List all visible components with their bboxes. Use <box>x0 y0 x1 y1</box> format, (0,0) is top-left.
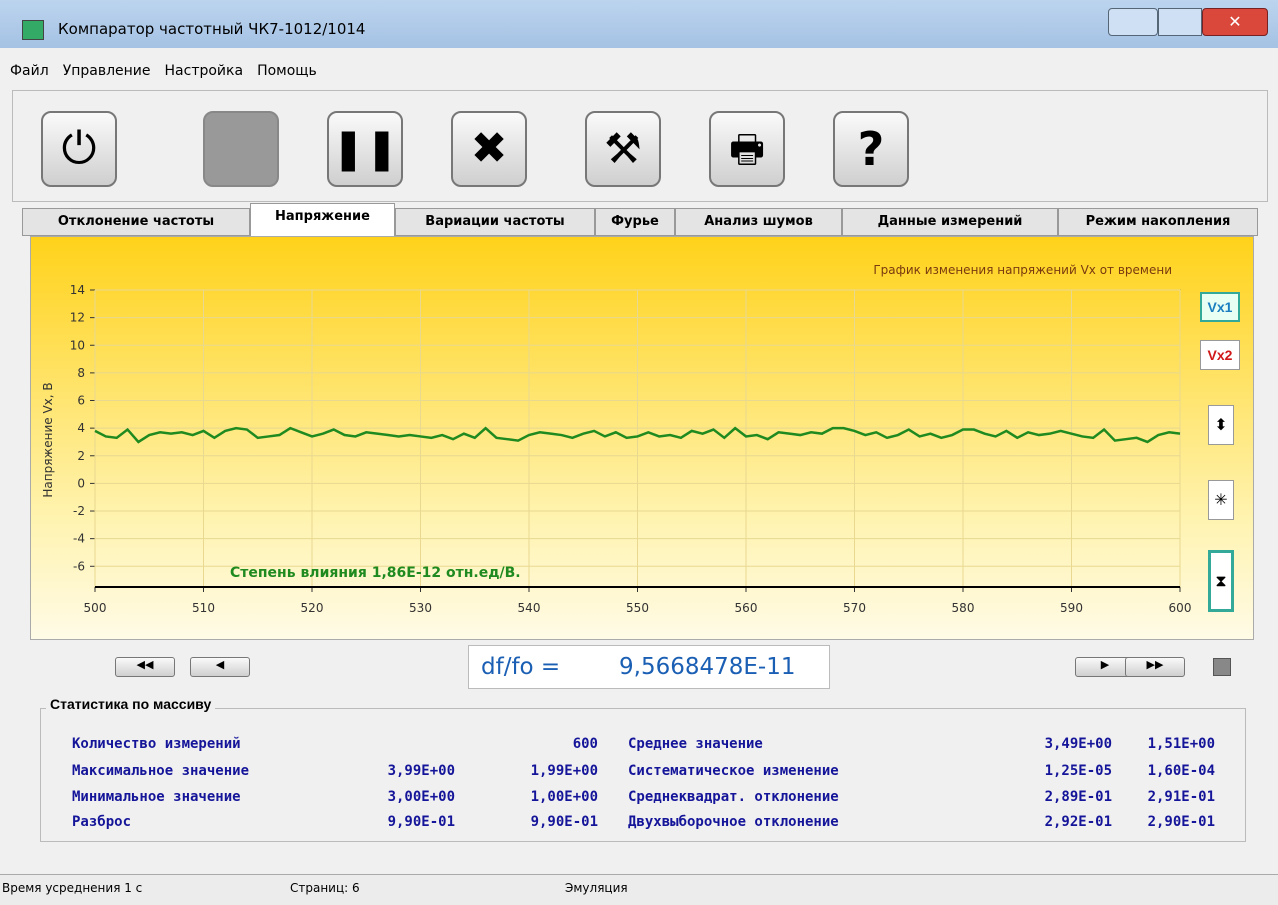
x-tick-label: 570 <box>843 601 866 615</box>
x-tick-label: 560 <box>735 601 758 615</box>
stat-label: Систематическое изменение <box>628 763 839 779</box>
stop-button[interactable] <box>203 111 279 187</box>
close-button[interactable]: ✕ <box>1202 8 1268 36</box>
stat-label: Максимальное значение <box>72 763 250 779</box>
y-tick-label: 8 <box>77 366 85 380</box>
app-icon <box>22 20 44 40</box>
status-field: Эмуляция <box>565 881 628 895</box>
stat-value: 2,92E-01 <box>1044 814 1112 830</box>
y-tick-label: -6 <box>73 559 85 573</box>
stat-value: 1,00E+00 <box>530 789 598 805</box>
tab[interactable]: Вариации частоты <box>395 208 595 236</box>
scale-button[interactable]: ⬍ <box>1208 405 1234 445</box>
x-tick-label: 580 <box>952 601 975 615</box>
tab[interactable]: Режим накопления <box>1058 208 1258 236</box>
y-tick-label: 2 <box>77 449 85 463</box>
reset-button[interactable] <box>1213 658 1231 676</box>
window-title: Компаратор частотный ЧК7-1012/1014 <box>58 20 366 38</box>
y-tick-label: 0 <box>77 476 85 490</box>
y-tick-label: -4 <box>73 532 85 546</box>
tab[interactable]: Анализ шумов <box>675 208 842 236</box>
help-button[interactable]: ? <box>833 111 909 187</box>
stat-label: Количество измерений <box>72 736 241 752</box>
x-tick-label: 600 <box>1169 601 1192 615</box>
stat-value: 3,99E+00 <box>387 763 455 779</box>
menu-item[interactable]: Управление <box>62 63 151 79</box>
menu-item[interactable]: Помощь <box>257 63 317 79</box>
vx1-button[interactable]: Vx1 <box>1200 292 1240 322</box>
y-tick-label: 10 <box>70 338 85 352</box>
menu-bar: Файл Управление Настройка Помощь <box>0 56 1278 86</box>
result-value: 9,5668478E-11 <box>619 654 796 680</box>
stat-value: 9,90E-01 <box>530 814 598 830</box>
result-label: df/fo = <box>481 654 561 680</box>
stat-label: Двухвыборочное отклонение <box>628 814 839 830</box>
tab[interactable]: Отклонение частоты <box>22 208 250 236</box>
y-tick-label: 12 <box>70 311 85 325</box>
stat-value: 3,49E+00 <box>1044 736 1112 752</box>
stat-value: 1,99E+00 <box>530 763 598 779</box>
y-tick-label: 4 <box>77 421 85 435</box>
stat-label: Среднеквадрат. отклонение <box>628 789 839 805</box>
status-field: Страниц: 6 <box>290 881 360 895</box>
vx2-button[interactable]: Vx2 <box>1200 340 1240 370</box>
print-button[interactable]: 🖶 <box>709 111 785 187</box>
x-tick-label: 530 <box>409 601 432 615</box>
status-field: Время усреднения 1 с <box>2 881 143 895</box>
data-line <box>94 426 1181 444</box>
stat-label: Минимальное значение <box>72 789 241 805</box>
chart-title: График изменения напряжений Vx от времен… <box>873 263 1172 277</box>
tab[interactable]: Фурье <box>595 208 675 236</box>
toolbar: ⏻ ❚❚ ✖ ⚒ 🖶 ? <box>12 90 1268 202</box>
cancel-button[interactable]: ✖ <box>451 111 527 187</box>
auto-button[interactable]: ✳ <box>1208 480 1234 520</box>
tab[interactable]: Данные измерений <box>842 208 1058 236</box>
stat-value: 1,51E+00 <box>1147 736 1215 752</box>
last-button[interactable]: ▶▶ <box>1125 657 1185 677</box>
stat-label: Разброс <box>72 814 132 830</box>
minimize-button[interactable] <box>1108 8 1158 36</box>
menu-item[interactable]: Файл <box>10 63 49 79</box>
stats-group <box>40 708 1246 842</box>
x-tick-label: 540 <box>518 601 541 615</box>
x-tick-label: 500 <box>84 601 107 615</box>
stat-value: 2,91E-01 <box>1147 789 1215 805</box>
menu-item[interactable]: Настройка <box>164 63 244 79</box>
result-box: df/fo = 9,5668478E-11 <box>468 645 830 689</box>
stat-value: 2,90E-01 <box>1147 814 1215 830</box>
stat-value: 2,89E-01 <box>1044 789 1112 805</box>
y-axis-label: Напряжение Vx, В <box>41 382 55 497</box>
stat-value: 9,90E-01 <box>387 814 455 830</box>
prev-button[interactable]: ◀ <box>190 657 250 677</box>
y-tick-label: 6 <box>77 394 85 408</box>
annotation: Степень влияния 1,86E-12 отн.ед/В. <box>230 565 521 581</box>
zoom-button[interactable]: ⧗ <box>1208 550 1234 612</box>
y-tick-label: -2 <box>73 504 85 518</box>
x-tick-label: 510 <box>192 601 215 615</box>
x-tick-label: 550 <box>626 601 649 615</box>
y-tick-label: 14 <box>70 283 85 297</box>
maximize-button[interactable] <box>1158 8 1202 36</box>
stat-value: 1,60E-04 <box>1147 763 1215 779</box>
stats-title: Статистика по массиву <box>46 696 216 712</box>
power-button[interactable]: ⏻ <box>41 111 117 187</box>
x-tick-label: 520 <box>301 601 324 615</box>
title-bar: Компаратор частотный ЧК7-1012/1014 ✕ <box>0 0 1278 48</box>
status-bar: Время усреднения 1 с Страниц: 6 Эмуляция <box>0 874 1278 905</box>
chart-panel <box>30 236 1254 640</box>
first-button[interactable]: ◀◀ <box>115 657 175 677</box>
stat-value: 3,00E+00 <box>387 789 455 805</box>
tab[interactable]: Напряжение <box>250 203 395 237</box>
pause-button[interactable]: ❚❚ <box>327 111 403 187</box>
stat-value: 600 <box>572 736 598 752</box>
x-tick-label: 590 <box>1060 601 1083 615</box>
stat-value: 1,25E-05 <box>1044 763 1112 779</box>
settings-button[interactable]: ⚒ <box>585 111 661 187</box>
stat-label: Среднее значение <box>628 736 763 752</box>
chart: -6 -4 -2 0 2 4 6 8 10 12 14 500 510 520 530 540 550 560 57… <box>41 263 1192 615</box>
